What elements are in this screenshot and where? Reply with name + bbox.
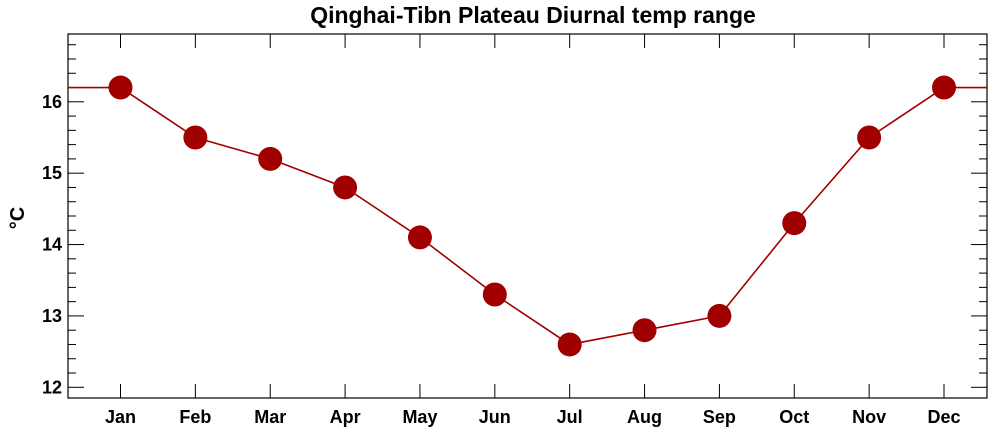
data-point [183,125,208,150]
x-tick-label: Jan [105,407,136,427]
y-tick-label: 15 [42,163,62,183]
x-tick-label: Jul [557,407,583,427]
x-tick-label: Sep [703,407,736,427]
y-axis-ticks: 12 13 14 15 16 [42,44,987,397]
y-axis-label: °C [7,207,29,229]
data-point [407,225,432,250]
x-tick-label: Feb [179,407,211,427]
data-point [782,211,807,236]
data-point [857,125,882,150]
series-lines [68,86,987,346]
data-point [482,282,507,307]
y-tick-label: 16 [42,92,62,112]
x-tick-label: Mar [254,407,286,427]
data-point [707,303,732,328]
series-line [68,86,987,346]
x-tick-label: Jun [479,407,511,427]
x-tick-label: Dec [927,407,960,427]
series-points [108,75,956,357]
y-tick-label: 14 [42,235,62,255]
plot-frame [67,33,988,399]
data-point [108,75,133,100]
x-axis-ticks: Jan Feb Mar Apr May Jun Jul Aug Sep Oct Nov Dec [105,34,961,427]
x-tick-label: May [402,407,437,427]
y-tick-label: 12 [42,377,62,397]
data-point [632,318,657,343]
chart-title: Qinghai-Tibn Plateau Diurnal temp range [310,2,756,28]
data-point [258,146,283,171]
data-point [333,175,358,200]
x-tick-label: Apr [330,407,361,427]
x-tick-label: Nov [852,407,886,427]
y-tick-label: 13 [42,306,62,326]
x-tick-label: Oct [779,407,809,427]
data-point [557,332,582,357]
x-tick-label: Aug [627,407,662,427]
data-point [932,75,956,100]
